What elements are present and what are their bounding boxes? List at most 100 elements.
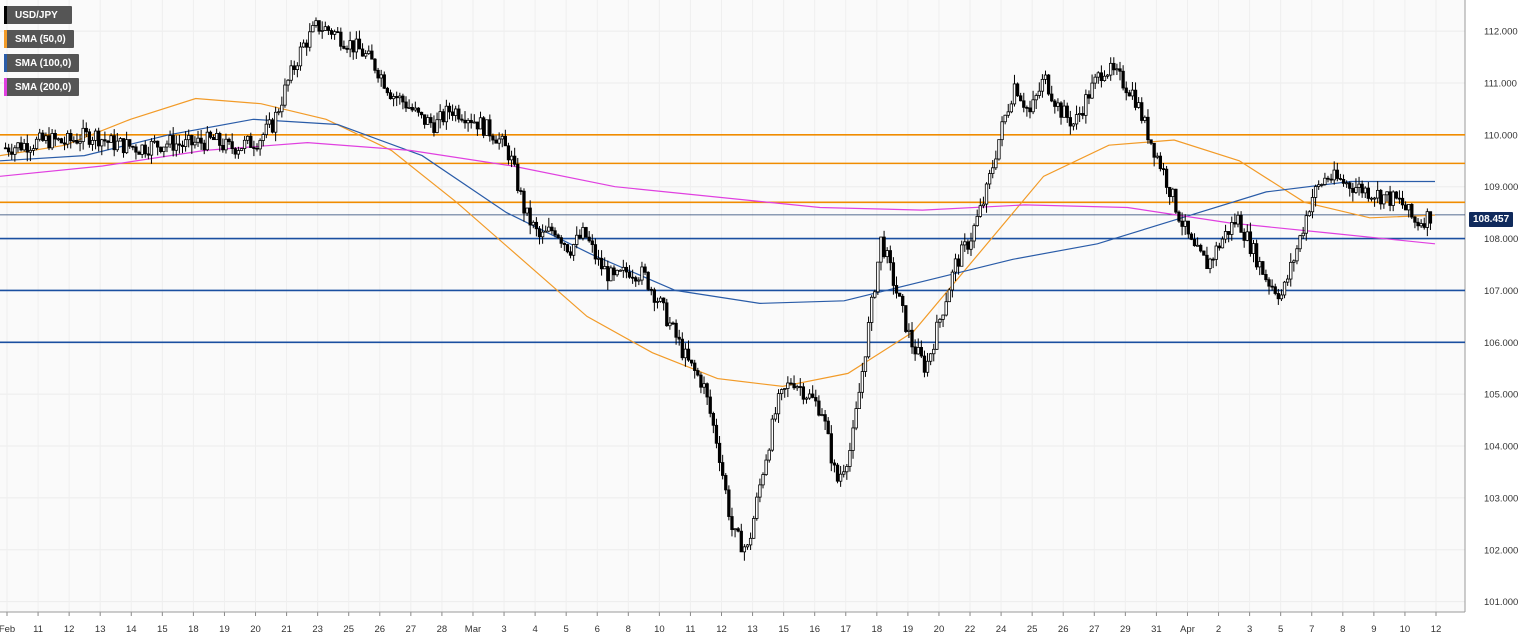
candle-body <box>1382 194 1386 205</box>
x-tick-label: 22 <box>965 624 976 635</box>
candle-body <box>1344 182 1349 185</box>
candle-body <box>1403 204 1408 211</box>
x-tick-label: 29 <box>1120 624 1131 635</box>
candle-body <box>1143 116 1147 121</box>
candle-body <box>1236 214 1240 225</box>
legend-item-sma50[interactable]: SMA (50,0) <box>4 30 74 48</box>
candle-body <box>1171 188 1175 198</box>
candle-body <box>907 329 911 332</box>
candle-body <box>227 138 231 143</box>
candle-body <box>770 418 774 451</box>
x-tick-label: 21 <box>281 624 292 635</box>
candle-body <box>1152 142 1156 158</box>
candle-body <box>742 546 747 553</box>
candle-body <box>1254 243 1259 268</box>
candle-body <box>811 393 815 398</box>
candle-body <box>960 244 964 267</box>
candle-body <box>146 153 150 156</box>
candle-body <box>497 138 501 144</box>
candle-body <box>1304 215 1308 234</box>
candle-body <box>730 516 734 530</box>
candle-body <box>159 146 163 153</box>
candle-body <box>537 228 542 238</box>
x-tick-label: 2 <box>1216 624 1221 635</box>
candle-body <box>786 382 790 389</box>
candle-body <box>218 133 222 146</box>
legend-swatch-usdjpy <box>4 6 7 24</box>
y-tick-label: 105.000 <box>1484 390 1518 401</box>
candle-body <box>149 140 154 156</box>
candle-body <box>1310 197 1315 213</box>
candle-body <box>873 291 877 298</box>
candle-body <box>286 79 290 86</box>
candle-body <box>1012 83 1017 105</box>
candle-body <box>1099 72 1104 82</box>
candle-body <box>413 107 417 111</box>
candle-body <box>699 374 703 388</box>
candle-body <box>190 135 194 146</box>
candle-body <box>367 50 371 54</box>
candle-body <box>1351 187 1355 193</box>
candle-body <box>575 234 579 245</box>
candle-body <box>75 140 79 144</box>
candle-body <box>814 397 818 402</box>
candle-body <box>879 236 883 263</box>
x-tick-label: 26 <box>374 624 385 635</box>
candle-body <box>634 277 638 282</box>
candle-body <box>475 121 480 130</box>
candle-body <box>270 119 275 133</box>
y-tick-label: 109.000 <box>1484 182 1518 193</box>
candle-body <box>1087 94 1091 99</box>
candle-body <box>1223 231 1228 240</box>
candle-body <box>103 139 107 142</box>
candle-body <box>249 135 253 148</box>
x-tick-label: 19 <box>219 624 230 635</box>
candle-body <box>336 31 340 34</box>
candle-body <box>506 145 511 161</box>
candle-body <box>1090 82 1094 99</box>
candle-body <box>373 58 377 71</box>
candle-body <box>1214 245 1218 260</box>
candle-body <box>1419 223 1423 227</box>
legend-item-usdjpy[interactable]: USD/JPY <box>4 6 72 24</box>
candle-body <box>1046 74 1051 95</box>
candle-body <box>630 276 635 279</box>
candle-body <box>438 111 442 121</box>
candle-body <box>78 141 82 144</box>
candle-body <box>994 158 998 169</box>
candle-body <box>798 386 802 388</box>
candle-body <box>866 322 871 358</box>
candle-body <box>1031 99 1035 113</box>
candle-body <box>944 301 948 316</box>
legend-item-sma100[interactable]: SMA (100,0) <box>4 54 80 72</box>
x-tick-label: 10 <box>654 624 665 635</box>
candle-body <box>1276 293 1280 300</box>
candle-body <box>1006 111 1010 116</box>
candle-body <box>1009 103 1014 113</box>
x-tick-label: 11 <box>685 624 695 635</box>
candle-body <box>714 424 719 444</box>
candle-body <box>584 227 588 238</box>
candle-body <box>488 119 492 137</box>
candle-body <box>90 139 95 145</box>
candle-body <box>1124 87 1128 94</box>
candle-body <box>547 226 551 232</box>
candle-body <box>773 413 778 420</box>
candle-body <box>1199 244 1203 252</box>
candle-body <box>894 285 899 294</box>
candle-body <box>1270 285 1274 288</box>
candle-body <box>1202 250 1206 256</box>
x-tick-label: 25 <box>1027 624 1038 635</box>
candle-body <box>1341 178 1346 184</box>
candle-body <box>842 471 846 475</box>
x-tick-label: 23 <box>312 624 323 635</box>
candle-body <box>876 261 880 293</box>
candle-body <box>1217 245 1221 249</box>
candle-body <box>1115 68 1119 71</box>
candle-body <box>22 143 26 151</box>
candle-body <box>326 26 331 31</box>
candle-body <box>1298 235 1302 250</box>
candle-body <box>93 130 98 141</box>
legend-item-sma200[interactable]: SMA (200,0) <box>4 78 80 96</box>
